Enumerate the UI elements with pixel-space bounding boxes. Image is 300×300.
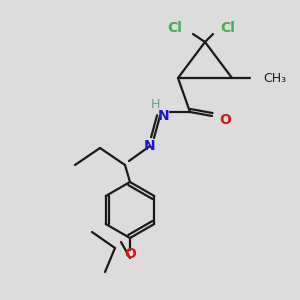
Text: N: N [144, 139, 156, 153]
Text: CH₃: CH₃ [263, 71, 286, 85]
Text: Cl: Cl [220, 21, 236, 35]
Text: Cl: Cl [168, 21, 182, 35]
Text: H: H [150, 98, 160, 112]
Text: O: O [124, 247, 136, 261]
Text: N: N [158, 109, 170, 123]
Text: O: O [219, 113, 231, 127]
